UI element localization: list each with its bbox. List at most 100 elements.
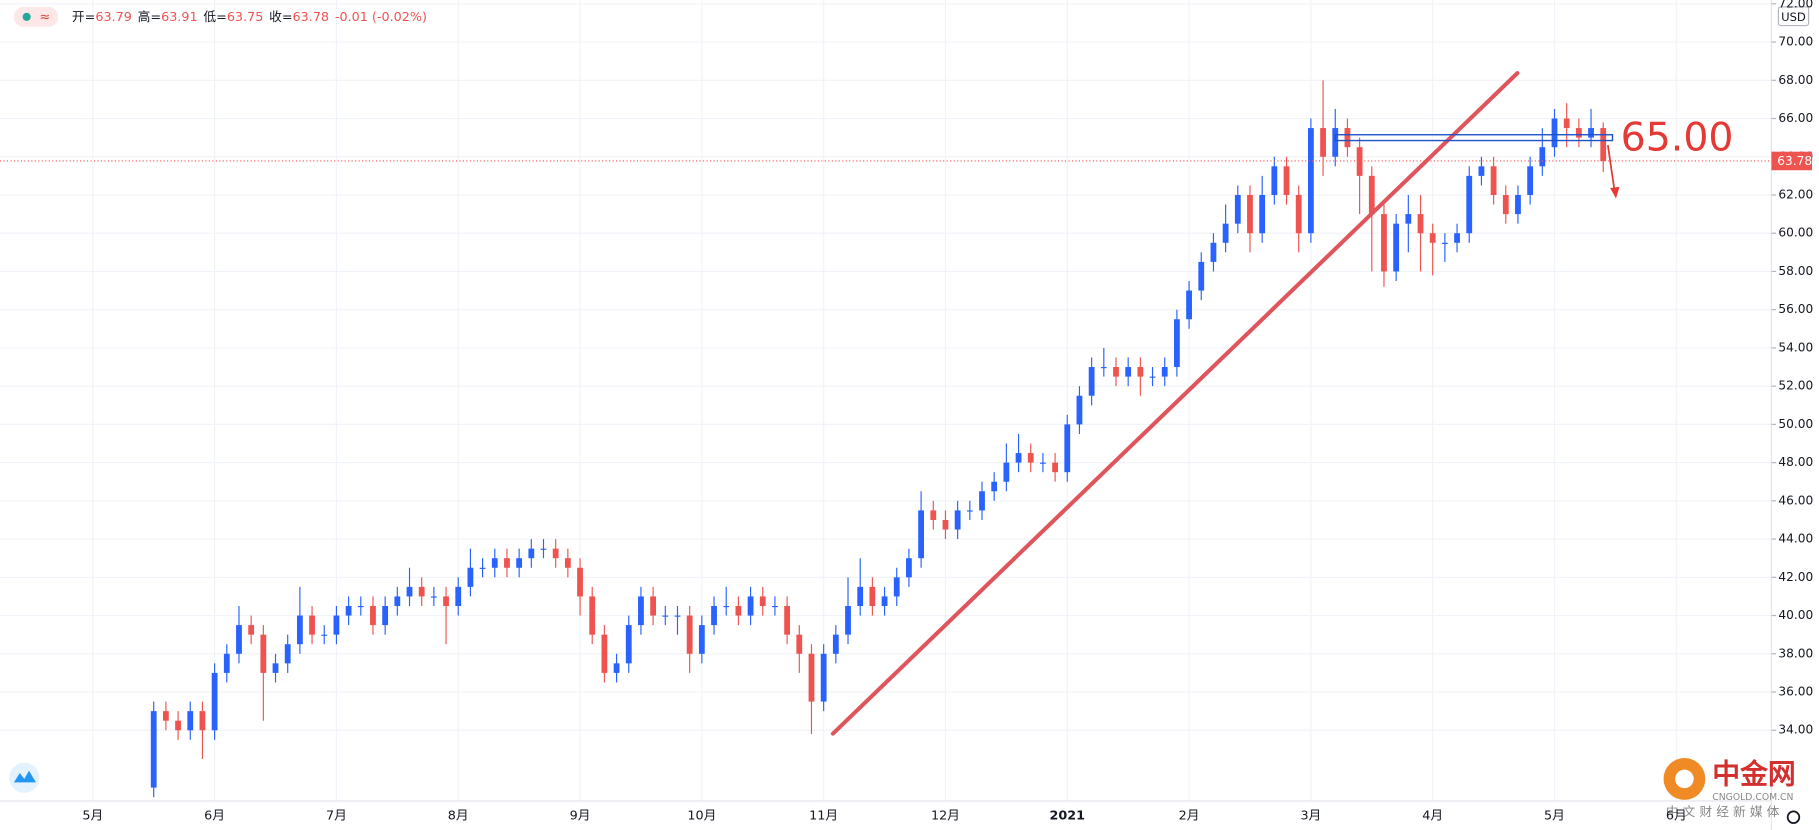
y-tick-label: 66.00 [1778, 111, 1813, 125]
arrow-head [1610, 186, 1620, 199]
body [504, 558, 510, 568]
body [162, 711, 169, 721]
body [747, 596, 754, 616]
watermark-tagline: 中 文 财 经 新 媒 体 [1666, 804, 1780, 820]
x-tick-label: 4月 [1422, 809, 1443, 824]
header-pill: ≈ [13, 6, 59, 27]
header-value: -0.01 (-0.02%) [335, 10, 427, 25]
body [1003, 462, 1010, 482]
x-tick-label: 9月 [570, 809, 591, 824]
body [1478, 166, 1485, 176]
body [187, 711, 194, 731]
x-tick-label: 11月 [809, 809, 838, 824]
body [613, 663, 620, 673]
body [443, 596, 449, 606]
body [1247, 194, 1253, 234]
header-key: 高= [138, 9, 161, 25]
body [1429, 233, 1436, 243]
y-tick-label: 70.00 [1778, 35, 1813, 49]
settings-icon[interactable] [1786, 810, 1801, 824]
body [1417, 214, 1424, 234]
body [199, 711, 206, 731]
body [552, 548, 559, 559]
body [772, 605, 778, 608]
body [918, 510, 925, 559]
body [1515, 194, 1521, 215]
body [564, 558, 571, 568]
body [1344, 128, 1351, 148]
body [1125, 367, 1132, 377]
watermark-name: 中金网 [1712, 757, 1796, 790]
body [467, 567, 474, 587]
body [832, 634, 839, 654]
body [1088, 367, 1095, 396]
body [284, 644, 291, 664]
x-tick-label: 7月 [326, 809, 347, 824]
body [1527, 166, 1534, 195]
currency-label: USD [1781, 10, 1806, 24]
body [1015, 453, 1022, 463]
body [1113, 367, 1119, 377]
arrow-shaft [1607, 144, 1616, 193]
body [260, 634, 267, 673]
watermark-domain: CNGOLD.COM.CN [1712, 792, 1793, 803]
body [455, 586, 462, 606]
cloud-logo[interactable] [9, 762, 40, 793]
body [930, 510, 937, 520]
body [954, 510, 961, 530]
body [1502, 194, 1509, 215]
y-tick-label: 34.00 [1778, 723, 1813, 737]
body [698, 625, 705, 654]
level-box [1334, 134, 1614, 142]
body [1173, 319, 1180, 368]
level-label: 65.00 [1621, 114, 1734, 160]
body [784, 605, 791, 635]
x-tick-label: 10月 [687, 809, 716, 824]
header-pill-bg [13, 6, 59, 27]
header-key: 低= [203, 10, 226, 25]
body [759, 596, 766, 606]
body [321, 634, 328, 636]
body [296, 615, 303, 645]
body [650, 596, 657, 616]
y-tick-label: 72.00 [1778, 0, 1813, 10]
body [1563, 118, 1570, 129]
body [1307, 128, 1314, 234]
body [1271, 166, 1278, 195]
watermark: 中金网 CNGOLD.COM.CN 中 文 财 经 新 媒 体 [1663, 757, 1796, 820]
body [1332, 128, 1339, 157]
x-tick-label: 2月 [1179, 809, 1200, 824]
body [309, 615, 315, 635]
watermark-logo-inner [1675, 769, 1694, 789]
y-tick-label: 68.00 [1778, 73, 1813, 87]
body [394, 596, 401, 606]
body [686, 615, 693, 654]
body [711, 605, 717, 626]
body [1064, 424, 1071, 473]
body [1052, 462, 1058, 473]
header-key: 收= [269, 10, 292, 25]
header-value: 63.91 [161, 10, 198, 25]
body [723, 605, 730, 608]
y-tick-label: 54.00 [1778, 340, 1813, 354]
y-tick-label: 42.00 [1778, 570, 1813, 584]
body [808, 653, 815, 702]
body [1466, 175, 1473, 234]
x-tick-label: 12月 [931, 809, 960, 824]
body [370, 605, 376, 626]
settings-gear[interactable] [1786, 810, 1801, 824]
y-tick-label: 50.00 [1778, 417, 1813, 431]
body [1161, 367, 1168, 377]
body [382, 605, 389, 626]
body [1551, 118, 1558, 148]
body [820, 653, 827, 702]
body [1441, 242, 1448, 244]
body [881, 596, 888, 606]
body [577, 567, 583, 597]
body [1600, 128, 1607, 161]
body [1295, 194, 1302, 234]
body [1027, 453, 1034, 463]
body [1234, 194, 1241, 224]
